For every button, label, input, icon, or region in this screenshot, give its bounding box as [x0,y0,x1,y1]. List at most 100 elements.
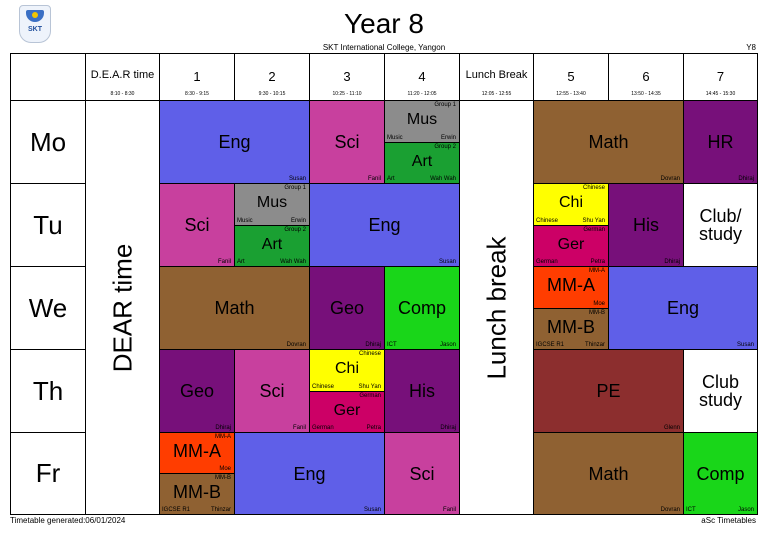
lesson-room: ICT [387,342,397,348]
period-name: D.E.A.R time [90,69,155,81]
lesson-subject: Eng [218,132,251,152]
lesson-card[interactable]: Comp ICT Jason [684,433,757,514]
lesson-card[interactable]: Chinese Chi Chinese Shu Yan [534,184,609,226]
lesson-card[interactable]: Chinese Chi Chinese Shu Yan [310,350,385,392]
lesson-card[interactable]: HR Dhiraj [684,101,757,184]
footer-brand: aSc Timetables [701,516,756,525]
lesson-subject: Art [411,153,433,170]
period-header: 4 11:20 - 12:05 [385,54,460,101]
lesson-card[interactable]: Eng Susan [609,267,757,350]
lesson-card[interactable]: Math Dovran [534,101,684,184]
lesson-card[interactable]: His Dhiraj [385,350,460,433]
lesson-teacher: Susan [288,176,306,182]
lesson-card[interactable]: MM-B MM-B IGCSE R1 Thinzar [534,309,609,350]
lesson-card[interactable]: Sci Fanil [310,101,385,184]
lesson-teacher: Wah Wah [280,259,306,265]
lesson-subject: Club study [698,372,743,410]
lesson-card[interactable]: German Ger German Petra [310,392,385,433]
lesson-card[interactable]: Eng Susan [235,433,385,514]
lunch-break-label: Lunch break [481,235,511,380]
lesson-group: MM-A [215,434,231,440]
lesson-subject: Eng [293,463,326,484]
lesson-card[interactable]: Sci Fanil [385,433,460,514]
lesson-card[interactable]: PE Glenn [534,350,684,433]
lesson-teacher: Jason [737,507,754,513]
lesson-group: Group 1 [434,102,456,108]
lesson-teacher: Wah Wah [430,176,456,182]
period-time: 9:30 - 10:15 [258,91,286,97]
period-header: 6 13:50 - 14:35 [609,54,684,101]
period-time: 10:25 - 11:10 [332,91,362,97]
lesson-teacher: Dhiraj [738,176,754,182]
lesson-subject: Ger [557,236,585,253]
lesson-card[interactable]: Eng Susan [160,101,310,184]
lesson-group: Group 2 [284,227,306,233]
lesson-room: Music [387,135,403,141]
logo-text: SKT [28,26,42,33]
lesson-card[interactable]: MM-A MM-A Moe [534,267,609,309]
period-time: 13:50 - 14:35 [631,91,661,97]
lesson-subject: Art [261,236,283,253]
lesson-room: German [536,259,558,265]
lesson-teacher: Petra [590,259,605,265]
lesson-card[interactable]: Sci Fanil [160,184,235,267]
lesson-room: Music [237,218,253,224]
school-name: SKT International College, Yangon [322,43,446,52]
lesson-card[interactable]: Group 1 Mus Music Erwin [385,101,460,143]
lesson-group: Group 2 [434,144,456,150]
lesson-subject: HR [707,132,734,152]
period-time: 14:45 - 15:30 [705,91,736,97]
lesson-card[interactable]: Club/ study [684,184,757,267]
period-name: 7 [716,69,725,84]
lesson-subject: Mus [406,111,438,128]
period-header: 3 10:25 - 11:10 [310,54,385,101]
lesson-card[interactable]: MM-B MM-B IGCSE R1 Thinzar [160,474,235,514]
lesson-subject: Math [214,298,255,318]
lesson-subject: Sci [409,463,435,484]
lesson-card[interactable]: Geo Dhiraj [310,267,385,350]
lesson-group: German [583,227,605,233]
lesson-room: ICT [686,507,696,513]
lesson-teacher: Dhiraj [215,425,231,431]
lesson-subject: Comp [696,463,745,484]
lesson-subject: His [409,381,435,401]
period-name: 4 [418,69,426,84]
generated-date: Timetable generated:06/01/2024 [10,516,126,525]
lesson-card[interactable]: Geo Dhiraj [160,350,235,433]
lesson-group: MM-A [589,268,605,274]
lesson-card[interactable]: MM-A MM-A Moe [160,433,235,474]
lesson-room: German [312,425,334,431]
lesson-card[interactable]: German Ger German Petra [534,226,609,267]
lesson-teacher: Erwin [440,135,456,141]
period-name: Lunch Break [465,69,528,81]
lesson-teacher: Shu Yan [358,384,381,390]
lesson-card[interactable]: Group 2 Art Art Wah Wah [235,226,310,267]
lesson-subject: PE [596,381,621,401]
period-header: 1 8:30 - 9:15 [160,54,235,101]
period-name: 5 [567,69,575,84]
lesson-subject: Eng [368,215,401,235]
period-name: 1 [193,69,201,84]
lesson-teacher: Jason [439,342,456,348]
lesson-card[interactable]: His Dhiraj [609,184,684,267]
lesson-teacher: Glenn [663,425,680,431]
lesson-room: Art [237,259,245,265]
lesson-subject: His [633,215,659,235]
dear-time-block: DEAR time [86,101,160,514]
day-label: Th [11,350,86,433]
lesson-card[interactable]: Club study [684,350,757,433]
lesson-card[interactable]: Math Dovran [534,433,684,514]
lesson-card[interactable]: Sci Fanil [235,350,310,433]
lesson-subject: Mus [256,194,288,211]
lesson-card[interactable]: Math Dovran [160,267,310,350]
header-corner [11,54,86,101]
lesson-card[interactable]: Group 2 Art Art Wah Wah [385,143,460,184]
lesson-card[interactable]: Eng Susan [310,184,460,267]
lesson-subject: Geo [179,381,215,401]
lesson-subject: MM-A [547,275,595,295]
lesson-card[interactable]: Group 1 Mus Music Erwin [235,184,310,226]
lesson-room: IGCSE R1 [162,507,191,513]
day-label: Mo [11,101,86,184]
lesson-card[interactable]: Comp ICT Jason [385,267,460,350]
lesson-subject: MM-B [173,482,221,502]
